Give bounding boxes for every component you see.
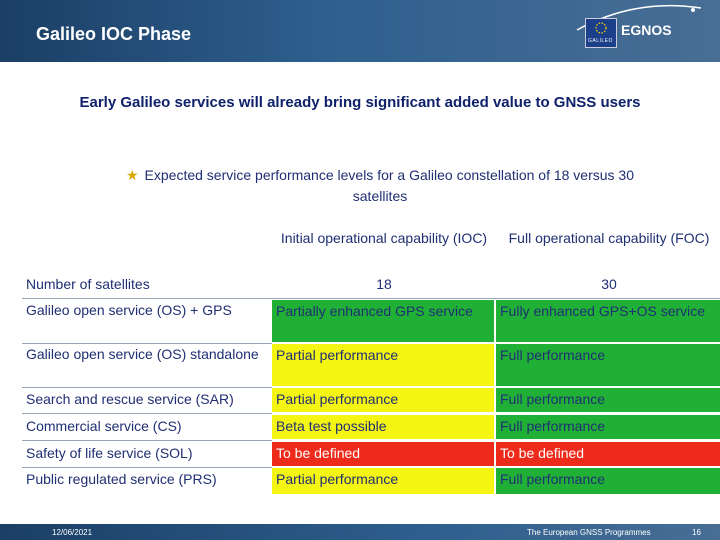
ioc-cell: 18 <box>376 276 392 292</box>
ioc-cell: Partial performance <box>272 388 494 412</box>
bullet-item: ★ Expected service performance levels for… <box>120 165 640 207</box>
egnos-logo: GALILEO EGNOS <box>576 4 702 50</box>
foc-cell: Full performance <box>496 468 720 494</box>
row-divider <box>22 387 272 388</box>
foc-cell: 30 <box>601 276 617 292</box>
row-label: Public regulated service (PRS) <box>22 471 272 491</box>
slide-header: Galileo IOC Phase GALILEO EGNOS <box>0 0 720 62</box>
ioc-cell: To be defined <box>272 442 494 466</box>
row-divider <box>22 413 272 414</box>
row-divider <box>22 467 272 468</box>
row-label: Galileo open service (OS) standalone <box>22 346 272 386</box>
egnos-logo-text: EGNOS <box>621 22 672 38</box>
ioc-cell: Partial performance <box>272 344 494 386</box>
row-label: Galileo open service (OS) + GPS <box>22 302 272 340</box>
row-label: Commercial service (CS) <box>22 418 272 438</box>
row-divider <box>22 343 272 344</box>
foc-cell: Full performance <box>496 415 720 439</box>
flag-label: GALILEO <box>588 38 613 44</box>
col-header-foc: Full operational capability (FOC) <box>508 230 710 246</box>
row-label: Number of satellites <box>26 276 150 292</box>
footer-program: The European GNSS Programmes <box>527 528 651 537</box>
row-divider <box>22 298 720 299</box>
page-number: 16 <box>692 528 701 537</box>
footer-date: 12/06/2021 <box>52 528 93 537</box>
foc-cell: Full performance <box>496 344 720 386</box>
ioc-cell: Partially enhanced GPS service <box>272 300 494 342</box>
headline: Early Galileo services will already brin… <box>79 94 641 111</box>
foc-cell: To be defined <box>496 442 720 466</box>
row-label: Search and rescue service (SAR) <box>22 391 272 411</box>
foc-cell: Full performance <box>496 388 720 412</box>
col-header-ioc: Initial operational capability (IOC) <box>280 230 488 246</box>
ioc-cell: Partial performance <box>272 468 494 494</box>
slide-footer: 12/06/2021 The European GNSS Programmes … <box>0 524 720 540</box>
row-divider <box>22 440 272 441</box>
bullet-text: Expected service performance levels for … <box>144 167 635 204</box>
row-label: Safety of life service (SOL) <box>22 445 272 465</box>
slide-title: Galileo IOC Phase <box>36 24 192 44</box>
star-bullet-icon: ★ <box>125 167 139 183</box>
ioc-cell: Beta test possible <box>272 415 494 439</box>
eu-flag-icon: GALILEO <box>585 18 617 48</box>
foc-cell: Fully enhanced GPS+OS service <box>496 300 720 342</box>
